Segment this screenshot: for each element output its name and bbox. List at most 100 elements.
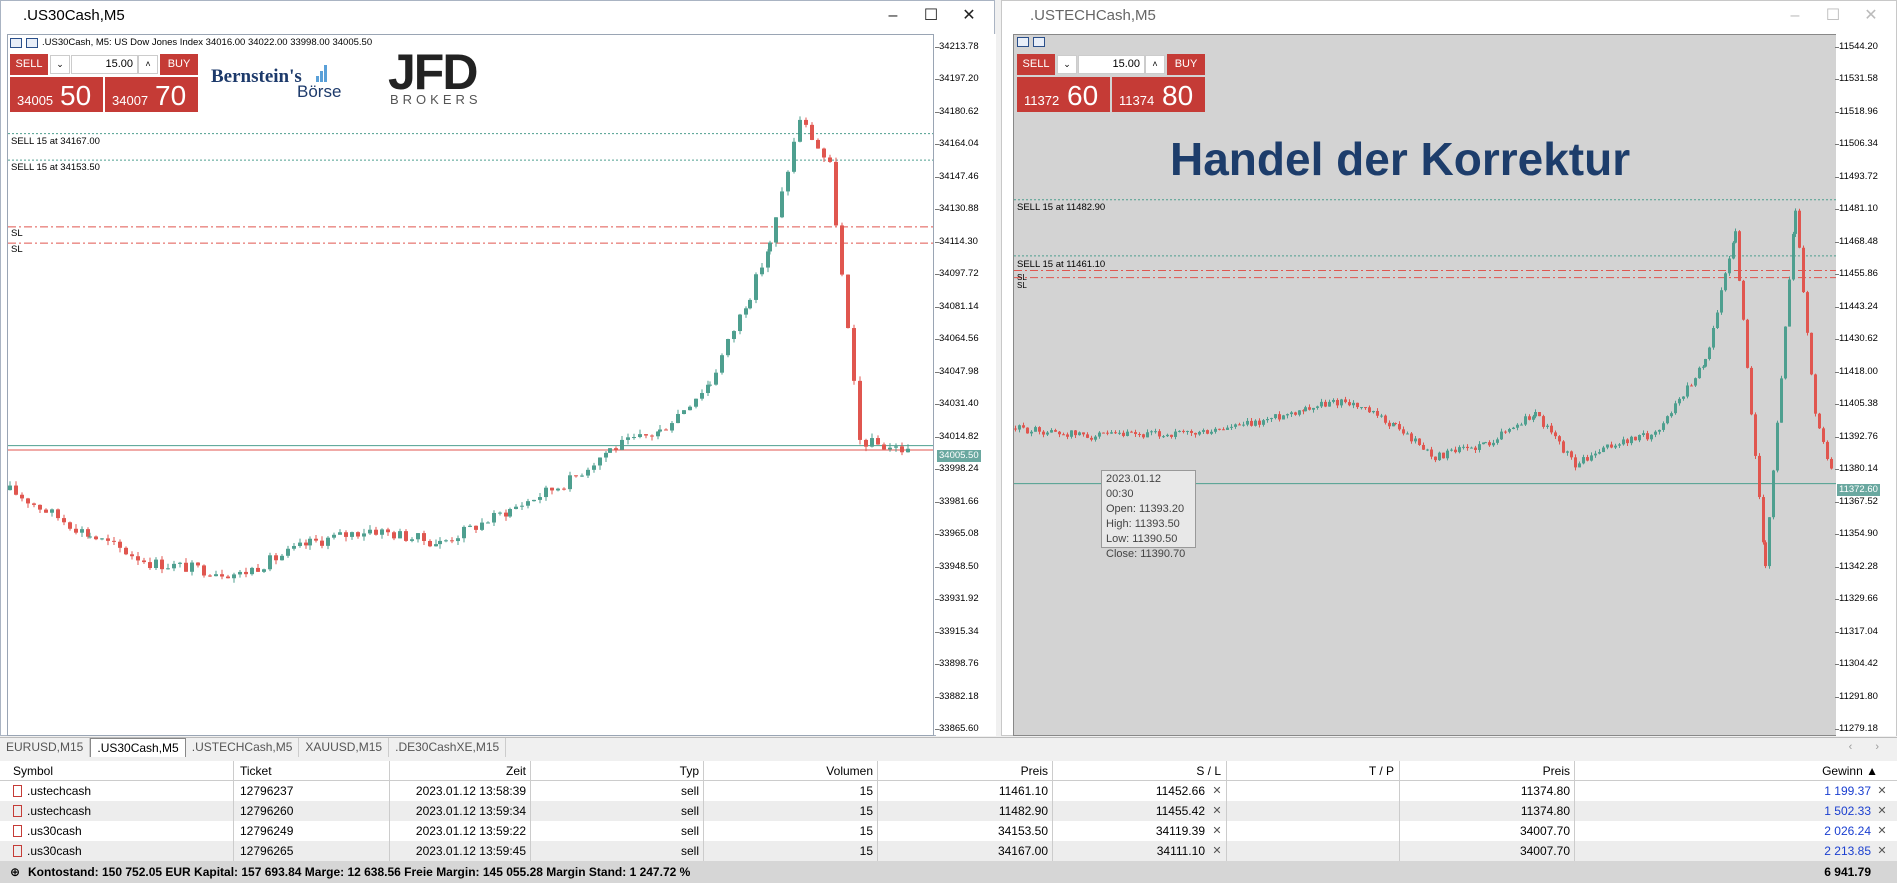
candle — [1602, 445, 1605, 453]
price-tick: 11354.90 — [1835, 528, 1878, 540]
candle — [1364, 406, 1367, 410]
type-cell: sell — [680, 784, 699, 798]
candle — [592, 462, 596, 473]
minimize-button[interactable]: – — [888, 7, 898, 24]
ustech-chart-window[interactable]: .USTECHCash,M5 – ☐ ✕ 11544.20 11531.58 115… — [1001, 0, 1897, 736]
order-label: SELL 15 at 34153.50 — [11, 162, 100, 173]
minimize-button[interactable]: – — [1790, 7, 1800, 24]
tab-xauusd[interactable]: XAUUSD,M15 — [299, 738, 390, 757]
chart-settings-icon[interactable] — [1033, 37, 1045, 47]
volume-up-icon[interactable]: ˄ — [1145, 55, 1165, 74]
sell-price-button[interactable]: 11372 60 — [1017, 77, 1110, 112]
chart-header: .US30Cash, M5: US Dow Jones Index 34016.… — [10, 37, 372, 48]
price-axis[interactable]: 11544.20 11531.58 11518.96 11506.34 11493.72… — [1835, 34, 1896, 736]
buy-button[interactable]: BUY — [160, 54, 198, 75]
chart-plot-area[interactable] — [1013, 34, 1889, 736]
col-price[interactable]: Preis — [1020, 764, 1048, 778]
type-cell: sell — [680, 844, 699, 858]
table-icon[interactable] — [1017, 37, 1029, 47]
candle — [480, 518, 484, 531]
table-row[interactable]: .us30cash 12796249 2023.01.12 13:59:22 s… — [0, 821, 1897, 841]
candle — [492, 510, 496, 526]
candle — [1030, 430, 1033, 437]
col-ticket[interactable]: Ticket — [240, 764, 272, 778]
col-symbol[interactable]: Symbol — [13, 764, 54, 778]
remove-sl-icon[interactable]: ✕ — [1212, 785, 1222, 797]
close-position-icon[interactable]: ✕ — [1877, 805, 1887, 817]
volume-input[interactable]: 15.00 — [71, 55, 138, 74]
candle — [1570, 450, 1573, 460]
candle — [532, 499, 536, 502]
remove-sl-icon[interactable]: ✕ — [1212, 825, 1222, 837]
price-tick: 34213.78 — [935, 41, 979, 52]
sl-label: SL — [1017, 281, 1027, 290]
maximize-button[interactable]: ☐ — [923, 7, 939, 24]
candle — [626, 433, 630, 445]
maximize-button[interactable]: ☐ — [1825, 7, 1841, 24]
candle — [124, 546, 128, 556]
tab-ustechcash[interactable]: .USTECHCash,M5 — [186, 738, 300, 757]
candle — [598, 457, 602, 470]
volume-down-icon[interactable]: ⌄ — [50, 55, 70, 74]
buy-price-button[interactable]: 34007 70 — [105, 77, 198, 112]
candle — [238, 570, 242, 578]
sell-price-button[interactable]: 34005 50 — [10, 77, 103, 112]
candle — [1558, 435, 1561, 445]
candle — [632, 433, 636, 440]
tab-scroll-arrows[interactable]: ‹ › — [1848, 741, 1889, 753]
tab-de30cash[interactable]: .DE30CashXE,M15 — [389, 738, 507, 757]
col-price2[interactable]: Preis — [1542, 764, 1570, 778]
symbol-cell: .ustechcash — [13, 801, 91, 821]
candle — [650, 434, 654, 441]
col-profit[interactable]: Gewinn ▲ — [1822, 764, 1878, 778]
close-button[interactable]: ✕ — [1864, 7, 1878, 24]
volume-cell: 15 — [859, 784, 873, 798]
col-type[interactable]: Typ — [679, 764, 699, 778]
sell-button[interactable]: SELL — [1017, 54, 1055, 75]
candle — [1162, 435, 1165, 438]
price-axis[interactable]: 34213.78 34197.20 34180.62 34164.04 34147.46… — [935, 34, 996, 736]
col-volume[interactable]: Volumen — [826, 764, 873, 778]
us30-chart-window[interactable]: .US30Cash,M5 – ☐ ✕ 34213.78 34197.20 34180… — [0, 0, 996, 736]
candle — [682, 410, 686, 415]
sell-price-big: 60 — [1067, 80, 1099, 111]
symbol-text: .ustechcash — [27, 804, 92, 818]
expand-icon[interactable]: ⊕ — [10, 865, 21, 879]
col-tp[interactable]: T / P — [1368, 764, 1394, 778]
table-icon[interactable] — [10, 37, 22, 48]
price-cell: 34153.50 — [997, 824, 1048, 838]
volume-up-icon[interactable]: ˄ — [138, 55, 158, 74]
candle — [1686, 382, 1689, 399]
tab-us30cash[interactable]: .US30Cash,M5 — [90, 738, 186, 757]
chart-settings-icon[interactable] — [26, 37, 38, 48]
col-time[interactable]: Zeit — [505, 764, 526, 778]
candle — [1720, 287, 1723, 315]
candlestick-chart — [1014, 199, 1888, 569]
profit-cell: 2 026.24 — [1824, 824, 1871, 838]
remove-sl-icon[interactable]: ✕ — [1212, 845, 1222, 857]
close-position-icon[interactable]: ✕ — [1877, 785, 1887, 797]
remove-sl-icon[interactable]: ✕ — [1212, 805, 1222, 817]
price-tick: 33998.24 — [935, 463, 979, 475]
candle — [1246, 418, 1249, 427]
table-row[interactable]: .us30cash 12796265 2023.01.12 13:59:45 s… — [0, 841, 1897, 861]
close-position-icon[interactable]: ✕ — [1877, 845, 1887, 857]
tab-eurusd[interactable]: EURUSD,M15 — [0, 738, 91, 757]
close-position-icon[interactable]: ✕ — [1877, 825, 1887, 837]
buy-button[interactable]: BUY — [1167, 54, 1205, 75]
table-row[interactable]: .ustechcash 12796237 2023.01.12 13:58:39… — [0, 781, 1897, 801]
candle — [1704, 358, 1707, 368]
close-button[interactable]: ✕ — [962, 7, 976, 24]
candle — [1566, 450, 1569, 456]
col-sl[interactable]: S / L — [1196, 764, 1221, 778]
sell-button[interactable]: SELL — [10, 54, 48, 75]
buy-price-button[interactable]: 11374 80 — [1112, 77, 1205, 112]
table-row[interactable]: .ustechcash 12796260 2023.01.12 13:59:34… — [0, 801, 1897, 821]
candle — [1034, 425, 1037, 432]
candle — [1206, 429, 1209, 435]
volume-down-icon[interactable]: ⌄ — [1057, 55, 1077, 74]
volume-input[interactable]: 15.00 — [1078, 55, 1145, 74]
candle — [1114, 430, 1117, 434]
candle — [374, 526, 378, 536]
chart-plot-area[interactable] — [7, 34, 934, 736]
